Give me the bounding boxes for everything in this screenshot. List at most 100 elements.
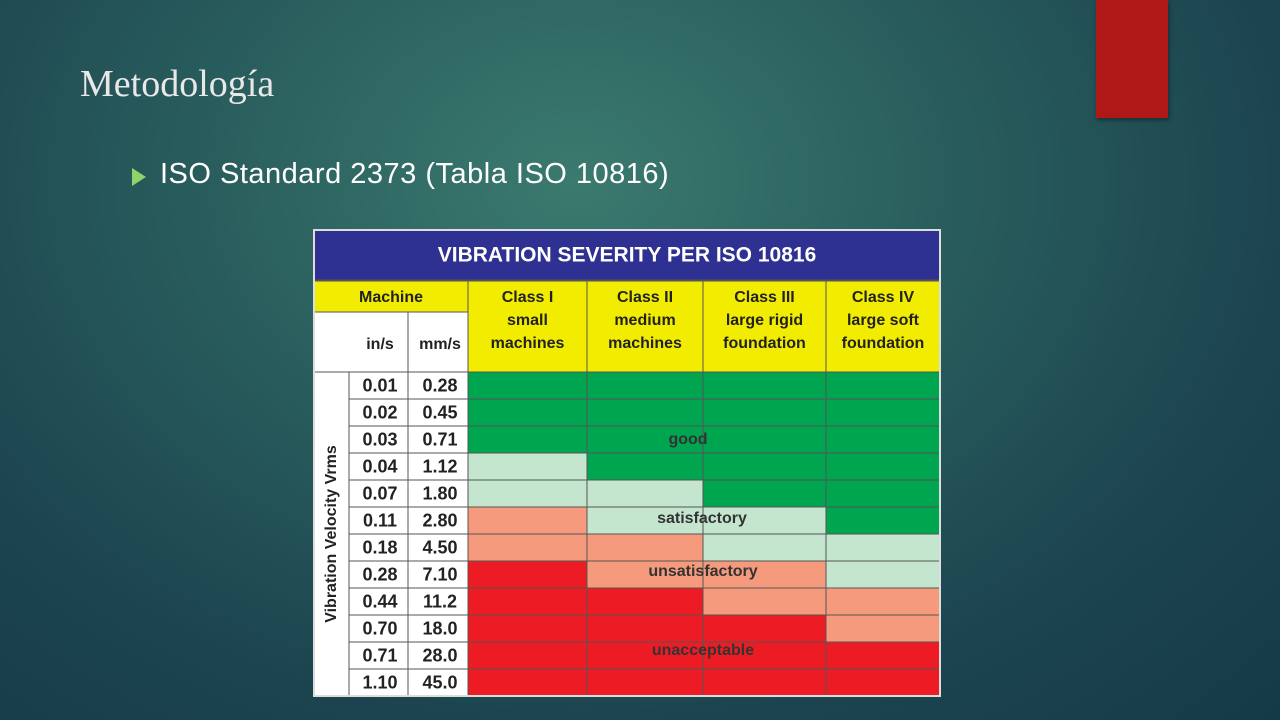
severity-cell bbox=[586, 668, 704, 697]
severity-cell bbox=[467, 479, 588, 508]
class-header: machines bbox=[608, 335, 682, 352]
severity-cell bbox=[586, 614, 704, 643]
zone-label: unsatisfactory bbox=[648, 563, 757, 580]
unit-value: 0.71 bbox=[362, 645, 397, 665]
severity-cell bbox=[825, 425, 941, 454]
unit-value: 28.0 bbox=[422, 645, 457, 665]
table-border bbox=[313, 229, 941, 697]
class-header: large rigid bbox=[726, 312, 803, 329]
severity-cell bbox=[467, 533, 588, 562]
severity-cell bbox=[586, 533, 704, 562]
unit-value: 7.10 bbox=[422, 564, 457, 584]
severity-cell bbox=[467, 452, 588, 481]
severity-cell bbox=[586, 587, 704, 616]
class-header: Class I bbox=[502, 289, 554, 306]
severity-cell bbox=[467, 398, 588, 427]
severity-cell bbox=[702, 533, 827, 562]
severity-cell bbox=[586, 425, 704, 454]
unit-value: 18.0 bbox=[422, 618, 457, 638]
class-header: medium bbox=[614, 312, 675, 329]
unit-value: 0.01 bbox=[362, 375, 397, 395]
severity-cell bbox=[825, 668, 941, 697]
bullet-text: ISO Standard 2373 (Tabla ISO 10816) bbox=[160, 158, 670, 190]
unit-value: 2.80 bbox=[422, 510, 457, 530]
unit-value: 0.28 bbox=[422, 375, 457, 395]
severity-cell bbox=[467, 506, 588, 535]
axis-label: Vibration Velocity Vrms bbox=[323, 445, 340, 623]
severity-cell bbox=[702, 452, 827, 481]
severity-cell bbox=[467, 614, 588, 643]
severity-cell bbox=[586, 641, 704, 670]
zone-label: unacceptable bbox=[652, 642, 754, 659]
zone-label: satisfactory bbox=[657, 510, 747, 527]
severity-cell bbox=[825, 560, 941, 589]
unit-value: 0.18 bbox=[362, 537, 397, 557]
severity-cell bbox=[586, 398, 704, 427]
severity-cell bbox=[825, 506, 941, 535]
severity-cell bbox=[467, 425, 588, 454]
unit-value: 0.71 bbox=[422, 429, 457, 449]
severity-cell bbox=[825, 641, 941, 670]
severity-cell bbox=[702, 641, 827, 670]
class-header: small bbox=[507, 312, 548, 329]
unit-value: 0.28 bbox=[362, 564, 397, 584]
severity-cell bbox=[825, 479, 941, 508]
severity-cell bbox=[702, 560, 827, 589]
unit-value: 0.07 bbox=[362, 483, 397, 503]
severity-cell bbox=[825, 587, 941, 616]
severity-cell bbox=[702, 587, 827, 616]
severity-cell bbox=[702, 398, 827, 427]
bullet-icon bbox=[132, 168, 146, 186]
severity-cell bbox=[586, 479, 704, 508]
severity-cell bbox=[467, 560, 588, 589]
machine-header: Machine bbox=[359, 289, 423, 306]
severity-cell bbox=[702, 479, 827, 508]
unit-value: 11.2 bbox=[423, 591, 457, 611]
unit-value: 0.02 bbox=[362, 402, 397, 422]
severity-cell bbox=[825, 452, 941, 481]
severity-cell bbox=[825, 533, 941, 562]
unit-value: 0.11 bbox=[363, 510, 397, 530]
unit-value: 0.70 bbox=[362, 618, 397, 638]
axis-label-bg bbox=[313, 371, 350, 697]
class-header: large soft bbox=[847, 312, 920, 329]
unit-value: 45.0 bbox=[422, 672, 457, 692]
severity-cell bbox=[586, 371, 704, 400]
slide-title: Metodología bbox=[80, 63, 275, 105]
unit-value: 0.44 bbox=[362, 591, 397, 611]
severity-cell bbox=[825, 614, 941, 643]
severity-cell bbox=[702, 371, 827, 400]
class-header: Class II bbox=[617, 289, 673, 306]
severity-cell bbox=[586, 560, 704, 589]
class-header: foundation bbox=[842, 335, 925, 352]
class-header: Class III bbox=[734, 289, 794, 306]
unit-value: 0.45 bbox=[422, 402, 457, 422]
severity-cell bbox=[702, 614, 827, 643]
severity-cell bbox=[586, 452, 704, 481]
severity-cell bbox=[467, 641, 588, 670]
severity-cell bbox=[467, 668, 588, 697]
severity-cell bbox=[825, 398, 941, 427]
severity-cell bbox=[467, 371, 588, 400]
unit-value: 1.10 bbox=[362, 672, 397, 692]
zone-label: good bbox=[668, 431, 707, 448]
severity-cell bbox=[702, 506, 827, 535]
severity-cell bbox=[702, 668, 827, 697]
unit-header: mm/s bbox=[419, 336, 461, 353]
class-header: machines bbox=[491, 335, 565, 352]
class-header: foundation bbox=[723, 335, 806, 352]
unit-value: 0.03 bbox=[362, 429, 397, 449]
unit-value: 4.50 bbox=[422, 537, 457, 557]
accent-tab bbox=[1096, 0, 1168, 118]
unit-value: 0.04 bbox=[362, 456, 397, 476]
unit-header: in/s bbox=[366, 336, 394, 353]
unit-value: 1.80 bbox=[422, 483, 457, 503]
severity-cell bbox=[825, 371, 941, 400]
table-title: VIBRATION SEVERITY PER ISO 10816 bbox=[438, 244, 817, 267]
class-header: Class IV bbox=[852, 289, 915, 306]
severity-cell bbox=[467, 587, 588, 616]
severity-cell bbox=[702, 425, 827, 454]
unit-value: 1.12 bbox=[422, 456, 457, 476]
